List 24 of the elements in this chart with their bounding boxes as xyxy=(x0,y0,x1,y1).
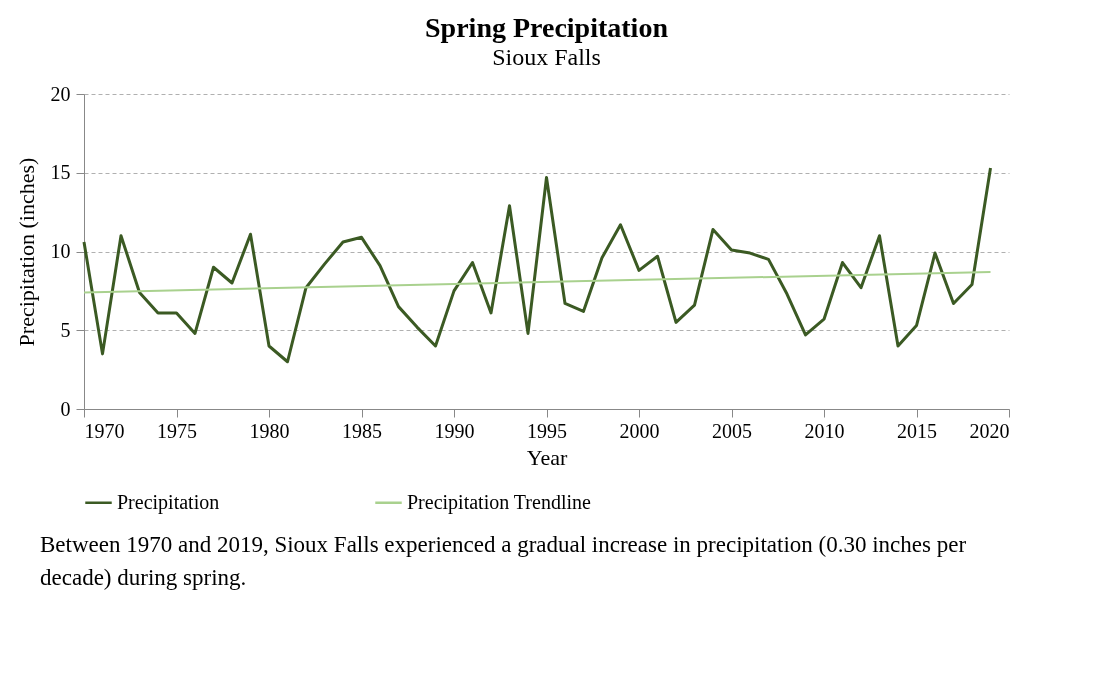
x-axis-title: Year xyxy=(526,444,568,470)
line-series xyxy=(82,166,992,364)
x-tick-label: 2005 xyxy=(712,419,752,442)
x-tick-label: 1970 xyxy=(84,419,125,442)
x-tick-label: 1980 xyxy=(249,419,290,442)
x-tick-label: 1995 xyxy=(527,419,567,442)
y-tick-label: 20 xyxy=(50,82,71,105)
chart-title: Spring Precipitation xyxy=(425,12,669,43)
x-tick-label: 1990 xyxy=(434,419,475,442)
chart-subtitle: Sioux Falls xyxy=(492,44,601,70)
x-tick-label: 2015 xyxy=(897,419,937,442)
y-tick-label: 15 xyxy=(50,161,71,184)
legend-label: Precipitation xyxy=(117,490,220,514)
y-tick-label: 0 xyxy=(60,397,71,420)
y-tick-label: 5 xyxy=(60,318,71,341)
x-tick-label: 2010 xyxy=(804,419,845,442)
x-tick-label: 1975 xyxy=(157,419,197,442)
x-tick-label: 2020 xyxy=(969,419,1010,442)
y-axis-title: Precipitation (inches) xyxy=(13,157,39,347)
x-tick-label: 2000 xyxy=(619,419,660,442)
y-tick-label: 10 xyxy=(50,240,71,262)
text: Between 1970 and 2019, Sioux Falls experienced a gradual increase in precipitation (0.30 inches per decade) during spring. xyxy=(40,531,968,593)
x-tick-label: 1985 xyxy=(342,419,382,442)
legend-label: Precipitation Trendline xyxy=(407,490,591,514)
